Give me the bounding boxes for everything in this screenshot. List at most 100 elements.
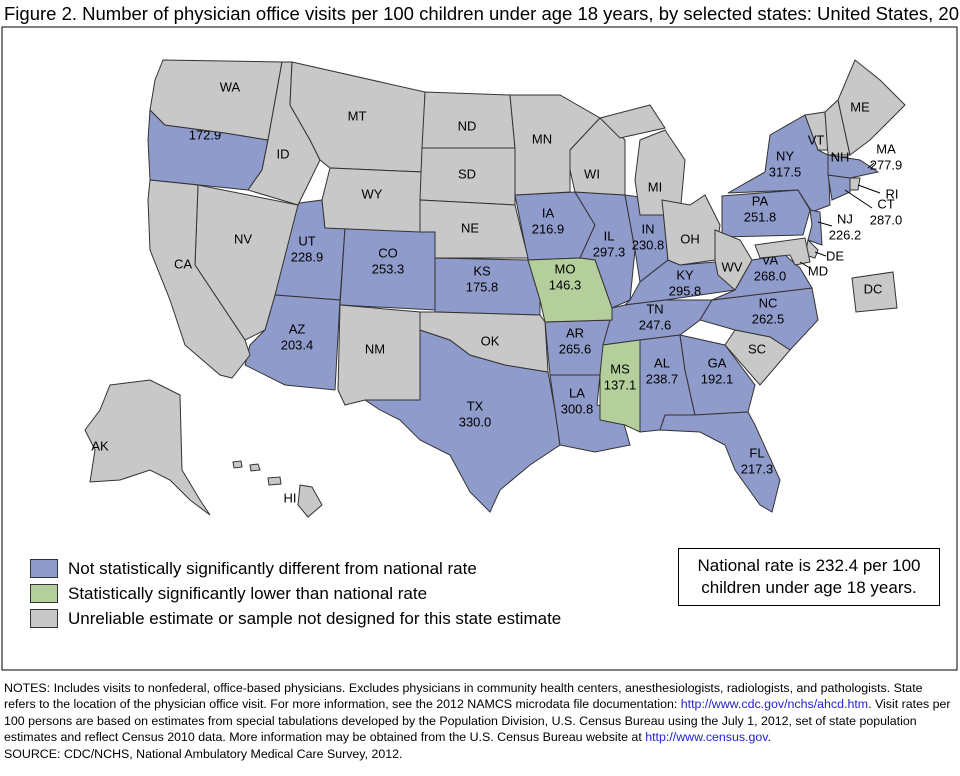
- notes-text: . Visit rates per 100 persons are based …: [4, 697, 951, 745]
- state-label: ID: [277, 146, 290, 161]
- state: [851, 271, 898, 313]
- legend-item: Not statistically significantly differen…: [30, 556, 561, 581]
- state-label: NY: [776, 148, 794, 163]
- state-label: ND: [458, 118, 477, 133]
- state-label: TX: [467, 398, 484, 413]
- state: [714, 229, 753, 291]
- state-label: KS: [473, 263, 491, 278]
- state-rate: 247.6: [639, 317, 672, 332]
- state-rate: 287.0: [870, 212, 903, 227]
- state-label: SC: [748, 341, 766, 356]
- legend-item: Unreliable estimate or sample not design…: [30, 606, 561, 631]
- state-label: MI: [648, 179, 662, 194]
- legend-label: Statistically significantly lower than n…: [68, 583, 428, 603]
- state-rate: 268.0: [754, 268, 787, 283]
- state: [727, 114, 831, 213]
- state-rate: 265.6: [559, 341, 592, 356]
- state-label: MT: [348, 108, 367, 123]
- state-rate: 228.9: [291, 249, 324, 264]
- state: [849, 177, 861, 191]
- state-label: LA: [569, 385, 585, 400]
- state-rate: 317.5: [769, 164, 802, 179]
- state-label: WY: [362, 186, 383, 201]
- state-rate: 300.8: [561, 401, 594, 416]
- state: [249, 463, 261, 472]
- state-rate: 230.8: [632, 237, 665, 252]
- state-label: DE: [826, 248, 844, 263]
- state: [724, 329, 791, 386]
- state-label: SD: [458, 166, 476, 181]
- state-rate: 175.8: [466, 279, 499, 294]
- state-label: AL: [654, 355, 670, 370]
- leader-line: [857, 184, 881, 194]
- state: [837, 59, 906, 156]
- state-label: UT: [298, 233, 315, 248]
- state-label: CO: [378, 245, 398, 260]
- state: [419, 199, 529, 259]
- state-label: NV: [234, 231, 252, 246]
- notes-link[interactable]: http://www.census.gov: [645, 730, 768, 745]
- state-rate: 217.3: [741, 461, 774, 476]
- state-label: OK: [481, 333, 500, 348]
- state-label: IL: [604, 228, 615, 243]
- leader-line: [844, 189, 873, 209]
- state: [827, 154, 880, 179]
- state: [549, 374, 631, 453]
- source: SOURCE: CDC/NCHS, National Ambulatory Me…: [4, 746, 403, 761]
- state-label: MD: [808, 263, 828, 278]
- state-rate: 262.5: [752, 311, 785, 326]
- state: [754, 237, 811, 266]
- state-label: AR: [566, 325, 584, 340]
- notes-link[interactable]: http://www.cdc.gov/nchs/ahcd.htm: [680, 697, 869, 712]
- state-label: MS: [610, 361, 630, 376]
- leader-line: [867, 162, 875, 169]
- state-rate: 330.0: [459, 414, 492, 429]
- state-label: CT: [877, 196, 894, 211]
- state-label: WV: [722, 259, 743, 274]
- leader-line: [817, 221, 833, 227]
- state: [232, 460, 243, 469]
- legend-item: Statistically significantly lower than n…: [30, 581, 561, 606]
- state-label: AK: [91, 438, 109, 453]
- figure-title: Figure 2. Number of physician office vis…: [4, 3, 960, 24]
- state-label: NM: [365, 341, 385, 356]
- state-rate: 253.3: [372, 261, 405, 276]
- leader-line: [814, 251, 827, 257]
- state-rate: 226.2: [829, 227, 862, 242]
- state-label: MN: [532, 131, 552, 146]
- state: [659, 411, 781, 513]
- map: OR172.9UT228.9CO253.3AZ203.4KS175.8TX330…: [1, 26, 958, 671]
- state: [267, 476, 282, 486]
- state: [297, 484, 323, 518]
- state: [599, 339, 641, 433]
- state-label: ME: [850, 99, 870, 114]
- state: [807, 209, 823, 246]
- state-label: WA: [220, 79, 241, 94]
- notes: NOTES: Includes visits to nonfederal, of…: [4, 680, 956, 762]
- state-label: NC: [759, 295, 778, 310]
- state-label: CA: [174, 256, 192, 271]
- legend-swatch: [30, 584, 58, 603]
- state-rate: 203.4: [281, 337, 314, 352]
- state-label: NE: [461, 220, 479, 235]
- state-label: IA: [542, 205, 555, 220]
- state-rate: 277.9: [870, 157, 903, 172]
- state-rate: 295.8: [669, 283, 702, 298]
- legend-swatch: [30, 559, 58, 578]
- state: [321, 167, 424, 233]
- state-label: RI: [886, 186, 899, 201]
- state-label: WI: [584, 166, 600, 181]
- national-rate-box: National rate is 232.4 per 100 children …: [678, 548, 940, 606]
- state-rate: 137.1: [604, 377, 637, 392]
- state-rate: 251.8: [744, 209, 777, 224]
- state-label: KY: [676, 267, 694, 282]
- state: [419, 311, 549, 373]
- notes-text: .: [767, 730, 772, 745]
- state: [147, 179, 251, 379]
- legend-label: Not statistically significantly differen…: [68, 558, 477, 578]
- leader-line: [799, 261, 811, 269]
- state-label: FL: [749, 445, 764, 460]
- notes-text: NOTES: Includes visits to nonfederal, of…: [4, 680, 956, 746]
- state-label: NJ: [837, 211, 853, 226]
